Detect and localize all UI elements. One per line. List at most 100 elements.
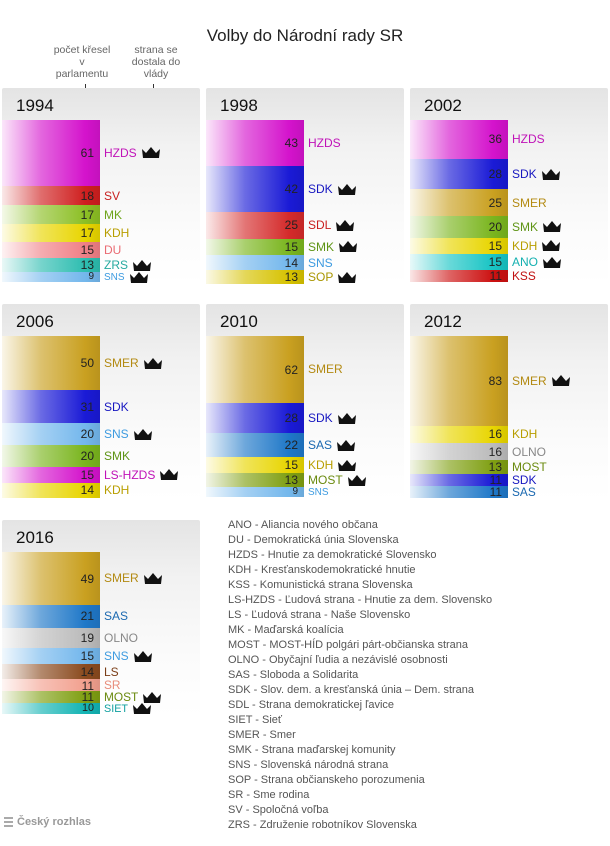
bar-kdh: 15: [410, 237, 508, 254]
crown-icon: [133, 259, 151, 271]
bar-smer: 25: [410, 189, 508, 217]
bar-value: 10: [81, 702, 94, 715]
bar-smer: 62: [206, 336, 304, 403]
crown-icon: [542, 240, 561, 252]
party-name: KDH: [104, 483, 130, 498]
bar-value: 61: [80, 145, 94, 160]
party-label: SR: [104, 677, 121, 693]
crown-icon: [133, 650, 152, 662]
bar-sns: 14: [206, 255, 304, 271]
party-name: SNS: [308, 486, 329, 498]
bar-value: 42: [284, 182, 298, 197]
bar-value: 15: [284, 239, 298, 254]
party-name: SR: [104, 678, 121, 693]
crown-icon: [129, 271, 148, 283]
party-name: MK: [104, 207, 122, 222]
bar-kdh: 14: [2, 482, 100, 498]
bar-value: 11: [489, 269, 502, 284]
bar-value: 28: [284, 411, 298, 426]
party-label: SMER: [512, 373, 570, 389]
panel-1998: 1998 43 HZDS 42 SDK 25 SDL 15 SMK 14 SNS 13 SOP: [206, 88, 404, 284]
party-name: SDL: [308, 218, 332, 233]
party-label: KDH: [512, 426, 537, 442]
bar-value: 31: [80, 399, 94, 414]
legend-item: SDL - Strana demokratickej ľavice: [228, 699, 395, 711]
party-name: ZRS: [104, 258, 128, 273]
party-label: OLNO: [104, 630, 138, 646]
party-label: SNS: [104, 648, 152, 664]
annotation-seats: počet křesel v parlamentu: [53, 44, 111, 80]
party-name: KDH: [308, 458, 334, 473]
bar-sv: 18: [2, 185, 100, 206]
party-legend: ANO - Aliancia nového občana DU - Demokra…: [228, 518, 492, 833]
panel-1994: 1994 61 HZDS 18 SV 17 MK 17 KDH 15 DU 13 ZRS 9 SNS: [2, 88, 200, 284]
party-label: HZDS: [512, 131, 545, 147]
party-name: SMK: [104, 448, 131, 463]
bar-sns: 15: [2, 648, 100, 665]
party-name: SAS: [308, 438, 333, 453]
party-label: LS-HZDS: [104, 467, 179, 483]
bar-value: 15: [80, 467, 94, 482]
party-label: SNS: [308, 484, 329, 500]
party-name: KSS: [512, 269, 536, 284]
party-label: MOST: [308, 472, 366, 488]
bar-ano: 15: [410, 253, 508, 271]
legend-item: LS - Ľudová strana - Naše Slovensko: [228, 609, 411, 621]
bar-value: 13: [284, 270, 298, 285]
bar-hzds: 43: [206, 120, 304, 167]
party-name: LS: [104, 664, 119, 679]
party-label: SNS: [104, 269, 148, 285]
party-label: DU: [104, 242, 121, 258]
party-label: SAS: [308, 437, 356, 453]
bar-value: 20: [488, 219, 502, 234]
party-name: SDK: [308, 182, 333, 197]
party-label: SMK: [104, 448, 130, 464]
party-name: SAS: [104, 609, 129, 624]
bar-value: 36: [488, 132, 502, 147]
bar-sr: 11: [2, 679, 100, 693]
party-label: SDK: [512, 472, 536, 488]
panel-2016: 2016 49 SMER 21 SAS 19 OLNO 15 SNS 14 LS 11 SR 11 MOST…: [2, 520, 200, 716]
party-label: OLNO: [512, 444, 546, 460]
bar-value: 15: [284, 458, 298, 473]
legend-item: KSS - Komunistická strana Slovenska: [228, 579, 413, 591]
bar-sas: 21: [2, 604, 100, 628]
crown-icon: [143, 357, 162, 369]
party-label: KDH: [512, 238, 561, 254]
party-name: SNS: [104, 271, 125, 283]
crown-icon: [337, 183, 356, 195]
crown-icon: [543, 221, 562, 233]
bar-smk: 20: [2, 445, 100, 467]
party-label: SMK: [308, 239, 358, 255]
bar-kdh: 17: [2, 223, 100, 243]
party-label: SAS: [512, 484, 536, 500]
bar-value: 16: [488, 427, 502, 442]
bar-olno: 16: [410, 442, 508, 461]
bar-value: 25: [284, 218, 298, 233]
party-name: HZDS: [308, 136, 341, 151]
publisher-logo: Český rozhlas: [4, 816, 91, 828]
logo-icon: [4, 817, 13, 827]
bar-smer: 50: [2, 336, 100, 390]
legend-item: SV - Spoločná voľba: [228, 804, 329, 816]
party-name: SMER: [104, 571, 139, 586]
party-name: KDH: [512, 238, 538, 253]
crown-icon: [338, 271, 357, 283]
bar-kdh: 15: [206, 456, 304, 474]
bar-sas: 11: [410, 485, 508, 499]
crown-icon: [337, 439, 356, 451]
page-title: Volby do Národní rady SR: [206, 26, 404, 45]
crown-icon: [141, 147, 160, 159]
party-label: SMER: [308, 361, 343, 377]
party-name: SDK: [512, 167, 537, 181]
party-label: SV: [104, 188, 120, 204]
party-label: SDK: [104, 399, 129, 415]
panel-2010: 2010 62 SMER 28 SDK 22 SAS 15 KDH 13 MOST 9 SNS: [206, 304, 404, 500]
party-name: SMER: [512, 373, 547, 388]
party-label: KDH: [104, 225, 129, 241]
bar-value: 50: [80, 356, 94, 371]
party-name: SMER: [512, 195, 547, 210]
bar-kss: 11: [410, 269, 508, 284]
party-name: SNS: [308, 255, 333, 270]
bar-du: 15: [2, 242, 100, 259]
